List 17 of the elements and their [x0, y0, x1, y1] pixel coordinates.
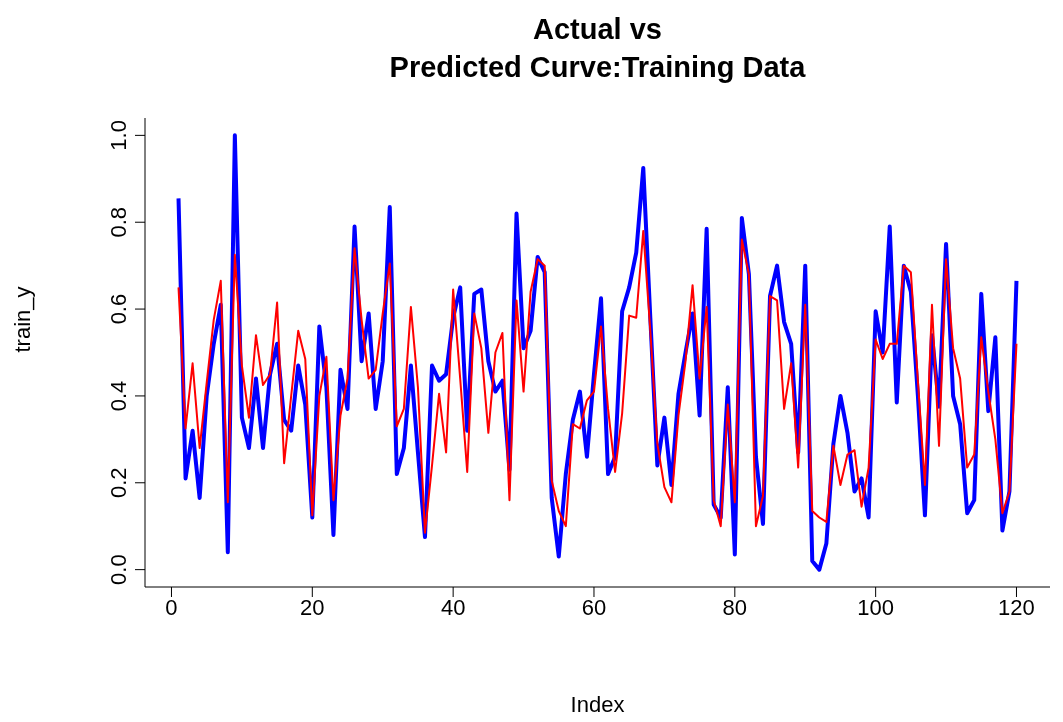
- x-tick-label: 40: [440, 594, 466, 620]
- y-tick-label: 0.4: [106, 380, 131, 412]
- x-tick-label: 80: [722, 594, 748, 620]
- x-tick-label: 120: [998, 594, 1035, 620]
- chart-title: Actual vs Predicted Curve:Training Data: [388, 12, 807, 85]
- x-tick-label: 60: [581, 594, 607, 620]
- x-axis-title: Index: [570, 692, 625, 717]
- x-tick-label: 0: [165, 594, 178, 620]
- y-tick-label: 1.0: [106, 120, 131, 151]
- y-tick-label: 0.2: [106, 467, 131, 499]
- y-tick-label: 0.6: [106, 293, 131, 325]
- y-tick-label: 0.0: [106, 554, 131, 585]
- y-tick-label: 0.8: [106, 206, 131, 238]
- x-tick-label: 100: [857, 594, 895, 620]
- y-axis-title: train_y: [9, 286, 35, 353]
- line-series: [177, 229, 1018, 534]
- x-tick-label: 20: [300, 594, 325, 620]
